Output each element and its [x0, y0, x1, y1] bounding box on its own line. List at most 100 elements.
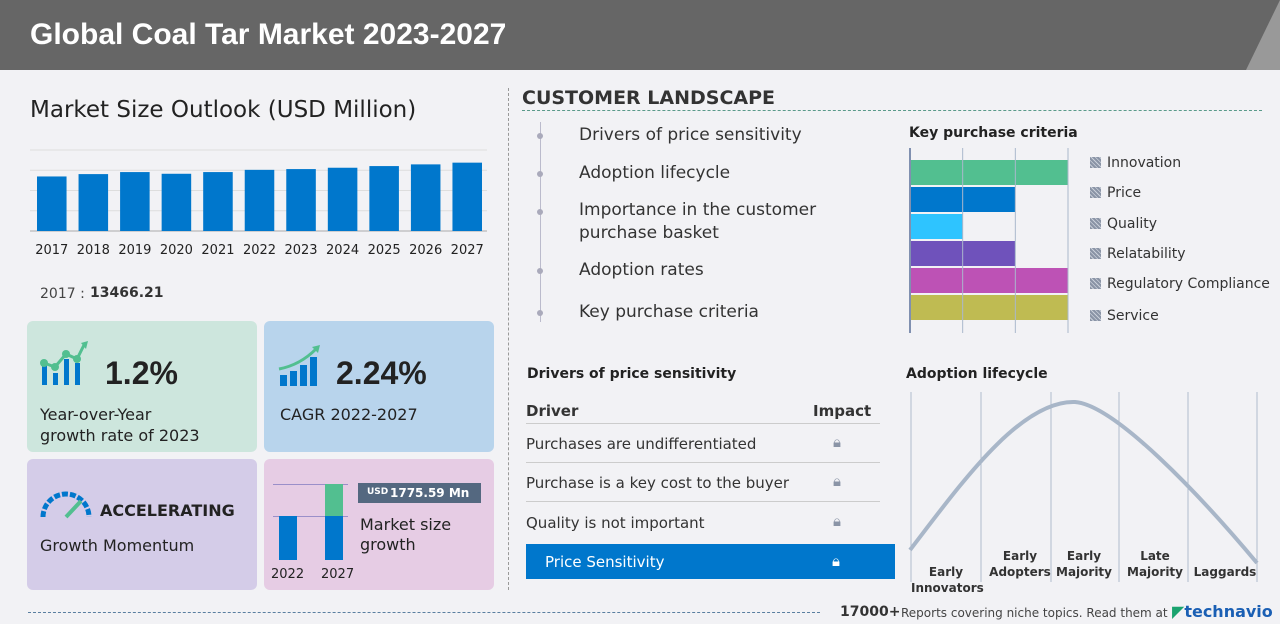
market-outlook-title: Market Size Outlook (USD Million) [30, 97, 417, 123]
kpc-bar-innovation [910, 160, 1068, 185]
legend-label: Innovation [1107, 155, 1182, 171]
bar-2027-base [325, 516, 343, 560]
cagr-label: CAGR 2022-2027 [280, 405, 418, 424]
lock-icon: 🔒︎ [832, 552, 840, 570]
year-end: 2027 [321, 567, 355, 582]
header-bar [0, 0, 1280, 70]
tick-label: 2021 [201, 243, 234, 258]
kpc-title: Key purchase criteria [909, 125, 1078, 141]
legend-swatch [1090, 248, 1101, 259]
yoy-label-1: Year-over-Year [40, 405, 152, 424]
legend-swatch [1090, 218, 1101, 229]
growth-chart-icon [40, 341, 88, 385]
growth-value: 1775.59 Mn [390, 486, 470, 500]
list-dot [537, 268, 543, 274]
bar-2023 [286, 169, 316, 231]
bar-2024 [327, 167, 358, 231]
legend-service: Service [1090, 308, 1159, 324]
growth-value-badge: USD 1775.59 Mn [358, 483, 481, 503]
lock-icon: 🔒︎ [833, 512, 841, 530]
list-dot [537, 171, 543, 177]
logo-icon: ◤ [1172, 602, 1185, 621]
bar-2022 [279, 516, 297, 560]
driver-text: Purchases are undifferentiated [526, 435, 757, 453]
footer-line [28, 612, 820, 613]
customer-landscape-title: CUSTOMER LANDSCAPE [522, 87, 776, 109]
bar-2020 [161, 173, 192, 231]
bar-2019 [120, 172, 150, 231]
driver-text: Purchase is a key cost to the buyer [526, 474, 790, 492]
kpc-bar-quality [910, 214, 963, 239]
driver-text: Quality is not important [526, 514, 705, 532]
list-item: Drivers of price sensitivity [579, 125, 802, 145]
trend-up-icon [278, 345, 320, 386]
list-item: Adoption rates [579, 260, 704, 280]
footer-text: Reports covering niche topics. Read them… [901, 606, 1168, 620]
tick-label: 2018 [77, 243, 110, 258]
yoy-card: 1.2% Year-over-Year growth rate of 2023 [27, 321, 257, 452]
market-size-chart: 2017 2018 2019 2020 2021 2022 2023 2024 2025 2026… [30, 149, 487, 258]
yoy-value: 1.2% [105, 355, 178, 391]
title-underline [522, 110, 1262, 111]
tick-label: 2025 [368, 243, 401, 258]
currency: USD [367, 487, 389, 497]
tick-label: 2019 [118, 243, 151, 258]
list-dot [537, 310, 543, 316]
list-item: Importance in the customer [579, 200, 817, 220]
legend-swatch [1090, 157, 1101, 168]
header-corner [1246, 0, 1280, 70]
legend-label: Regulatory Compliance [1107, 276, 1270, 292]
legend-quality: Quality [1090, 216, 1157, 232]
list-dot [537, 209, 543, 215]
table-row: Purchases are undifferentiated 🔒︎ [526, 425, 880, 463]
growth-label-1: Market size [360, 515, 452, 534]
lock-icon: 🔒︎ [833, 472, 841, 490]
footer-count: 17000+ [840, 604, 901, 620]
col-impact: Impact [813, 402, 872, 420]
table-row: Quality is not important 🔒︎ [526, 504, 880, 542]
legend-swatch [1090, 278, 1101, 289]
legend-relatability: Relatability [1090, 246, 1186, 262]
list-dot [537, 133, 543, 139]
table-header: Driver Impact [526, 392, 880, 424]
year-start: 2022 [271, 567, 305, 582]
momentum-label: Growth Momentum [40, 536, 195, 555]
cagr-value: 2.24% [336, 355, 427, 391]
bar-2018 [78, 174, 109, 231]
base-year-label: 2017 : [40, 286, 85, 302]
adoption-curve-chart [908, 392, 1259, 582]
legend-regulatory: Regulatory Compliance [1090, 276, 1270, 292]
legend-swatch [1090, 187, 1101, 198]
stage-innovators: Early Innovators [911, 565, 984, 595]
legend-label: Relatability [1107, 246, 1186, 262]
growth-gridline [273, 484, 348, 485]
momentum-value: ACCELERATING [100, 501, 235, 520]
col-driver: Driver [526, 402, 579, 420]
bar-2021 [203, 172, 233, 231]
bar-2017 [37, 176, 67, 231]
cagr-card: 2.24% CAGR 2022-2027 [264, 321, 494, 452]
page-title: Global Coal Tar Market 2023-2027 [30, 18, 507, 51]
tick-label: 2020 [160, 243, 193, 258]
bar-2026 [410, 164, 441, 231]
legend-price: Price [1090, 185, 1141, 201]
growth-card: 2022 2027 USD 1775.59 Mn Market size gro… [264, 459, 494, 590]
legend-label: Price [1107, 185, 1142, 201]
list-line [540, 122, 541, 322]
growth-gridline [273, 516, 348, 517]
stage-laggards: Laggards [1193, 565, 1257, 579]
technavio-logo[interactable]: ◤technavio [1172, 602, 1273, 621]
tick-label: 2022 [243, 243, 276, 258]
highlight-row: Price Sensitivity 🔒︎ [526, 544, 895, 579]
stage-late-majority: Late Majority [1127, 549, 1183, 579]
kpc-chart [909, 148, 1069, 333]
list-item: purchase basket [579, 223, 719, 243]
legend-swatch [1090, 310, 1101, 321]
bar-2025 [369, 166, 399, 231]
tick-label: 2026 [409, 243, 442, 258]
divider [508, 88, 509, 590]
lock-icon: 🔒︎ [833, 433, 841, 451]
list-item: Adoption lifecycle [579, 163, 731, 183]
speedometer-icon [40, 491, 92, 519]
table-row: Purchase is a key cost to the buyer 🔒︎ [526, 464, 880, 502]
